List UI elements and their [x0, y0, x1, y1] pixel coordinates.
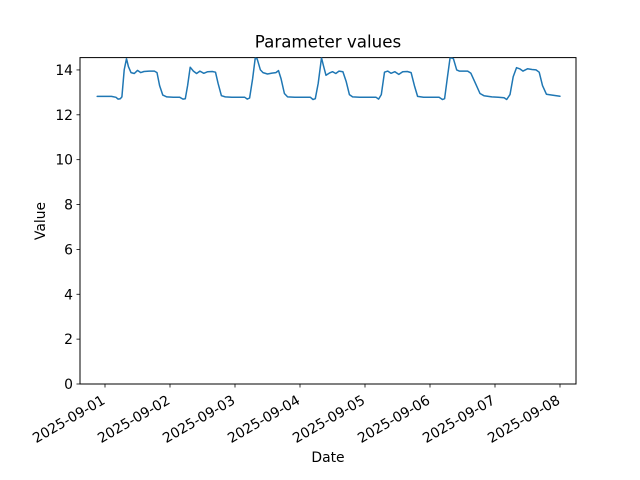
x-tick-label: 2025-09-06 — [355, 393, 433, 447]
x-tick-label: 2025-09-01 — [30, 393, 108, 447]
y-tick-label: 12 — [55, 108, 73, 124]
y-tick-label: 0 — [64, 377, 73, 393]
chart-title: Parameter values — [255, 32, 401, 52]
x-axis-label: Date — [311, 450, 344, 466]
data-line — [96, 57, 561, 101]
x-tick-label: 2025-09-02 — [95, 393, 173, 447]
x-tick-label: 2025-09-07 — [420, 393, 498, 447]
y-axis-label: Value — [33, 202, 49, 240]
x-tick-label: 2025-09-08 — [485, 393, 563, 447]
x-tick-label: 2025-09-03 — [160, 393, 238, 447]
y-tick-label: 14 — [55, 63, 73, 79]
y-tick-label: 10 — [55, 153, 73, 169]
x-tick-label: 2025-09-04 — [225, 393, 303, 447]
y-tick-label: 2 — [64, 332, 73, 348]
axes: 024681012142025-09-012025-09-022025-09-0… — [30, 57, 577, 447]
y-tick-label: 8 — [64, 198, 73, 214]
x-tick-label: 2025-09-05 — [290, 393, 368, 447]
plot-area — [79, 57, 577, 385]
y-tick-label: 4 — [64, 287, 73, 303]
y-tick-label: 6 — [64, 242, 73, 258]
